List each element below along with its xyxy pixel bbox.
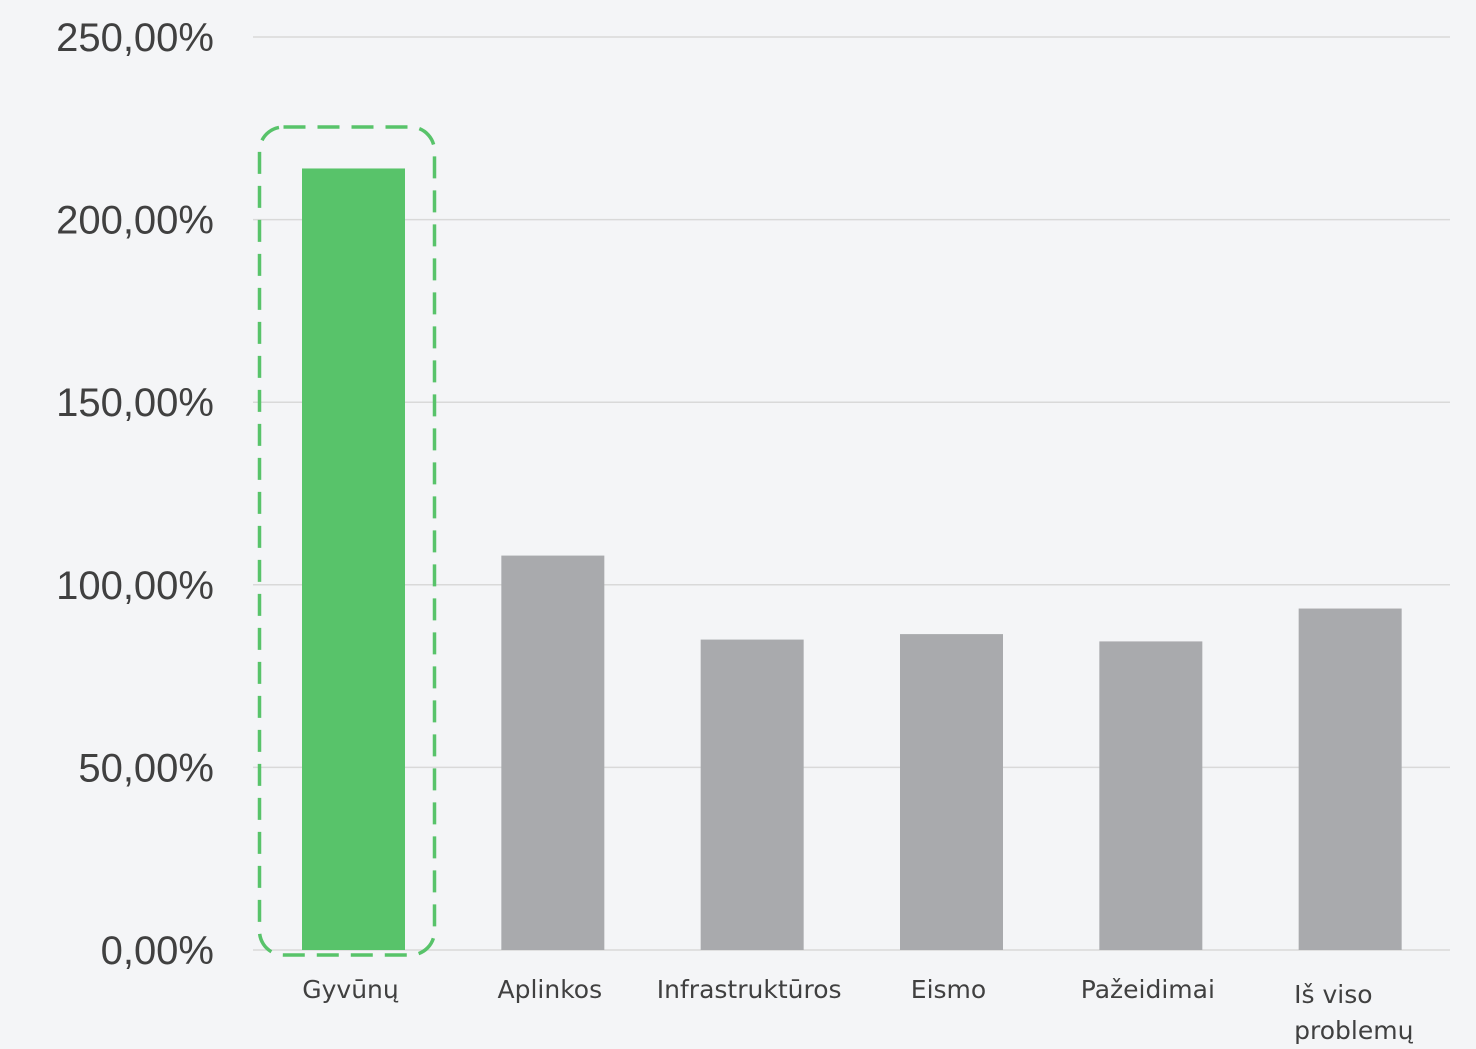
bar-2	[700, 639, 804, 950]
y-tick-label: 150,00%	[56, 381, 214, 425]
x-tick-label: Pažeidimai	[1081, 975, 1215, 1004]
y-tick-label: 250,00%	[56, 16, 214, 60]
x-tick-label: Gyvūnų	[302, 975, 399, 1004]
y-tick-label: 0,00%	[101, 929, 214, 973]
highlight-box	[257, 125, 437, 957]
y-tick-label: 200,00%	[56, 199, 214, 243]
x-tick-label: Iš viso problemų	[1294, 980, 1413, 1045]
x-axis-labels: Gyvūnų Aplinkos Infrastruktūros Eismo Pažeid…	[302, 975, 1413, 1045]
bars	[302, 168, 1402, 951]
y-axis-ticks: 0,00% 50,00% 100,00% 150,00% 200,00% 250,00%	[56, 16, 214, 973]
bar-3	[900, 634, 1003, 950]
bar-5	[1298, 608, 1402, 950]
highlight-outline	[257, 125, 437, 957]
x-tick-label: Infrastruktūros	[657, 975, 842, 1004]
y-tick-label: 50,00%	[78, 746, 214, 790]
bar-0	[302, 168, 405, 951]
gridlines	[253, 36, 1450, 951]
bar-1	[501, 555, 605, 950]
y-tick-label: 100,00%	[56, 564, 214, 608]
x-tick-label: Eismo	[911, 975, 986, 1004]
x-tick-label: Aplinkos	[498, 975, 603, 1004]
bar-4	[1099, 641, 1203, 950]
